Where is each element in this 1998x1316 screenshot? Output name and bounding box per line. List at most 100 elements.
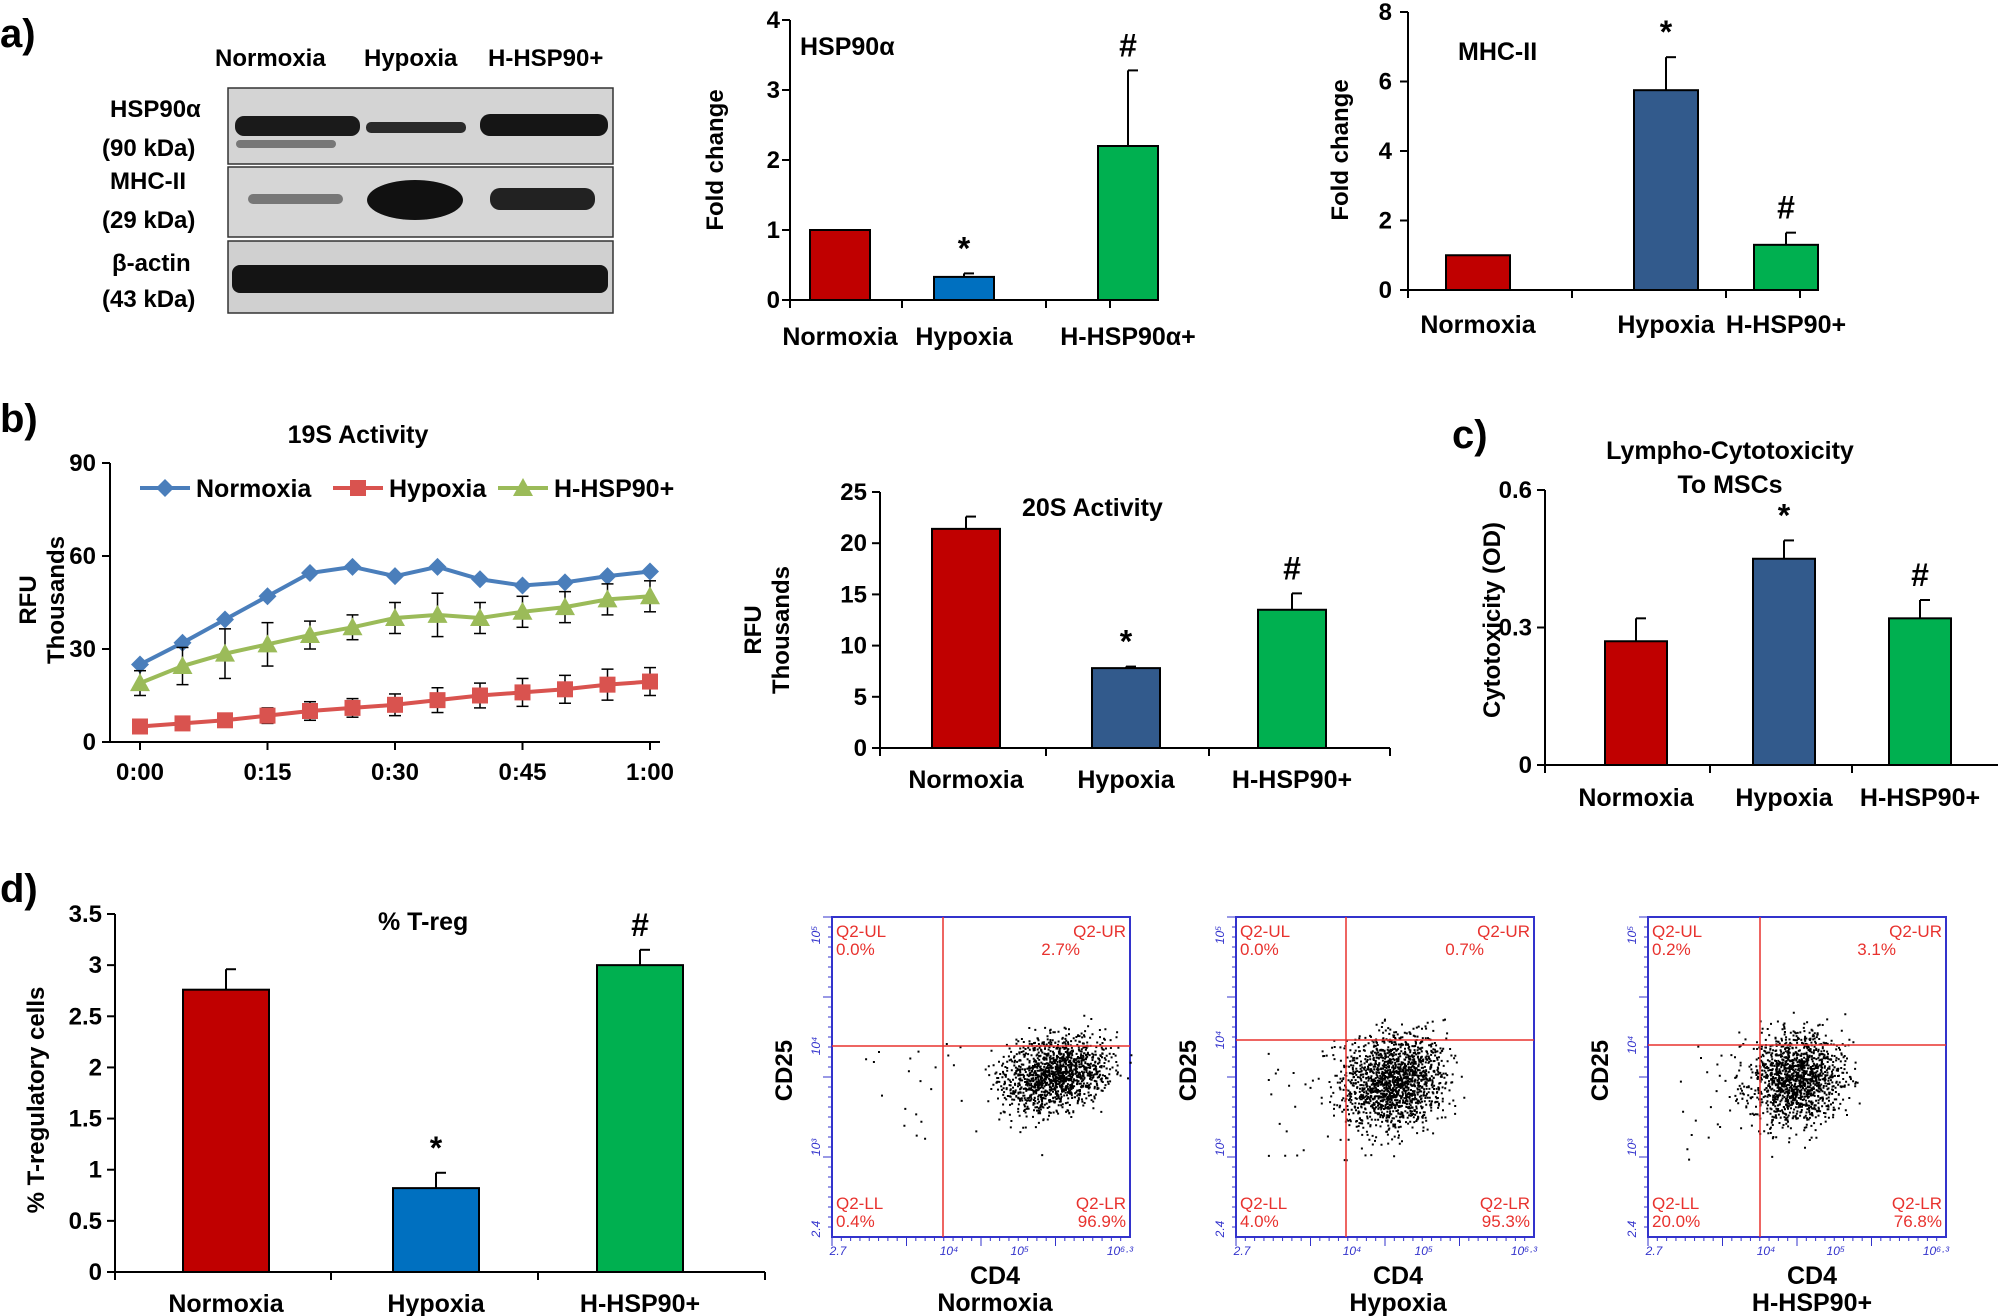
blot-band: [367, 180, 463, 220]
data-point: [174, 715, 191, 732]
chart-20s-activity: 0 5 10 15 20 25 Normoxia * Hypoxia # H-HSP90+ 20S A…: [740, 479, 1391, 794]
y-tick-label: 2.5: [69, 1003, 102, 1030]
y-axis-label: RFU: [740, 605, 767, 654]
category-label: H-HSP90α+: [1060, 323, 1196, 351]
y-tick-label: 0.5: [69, 1208, 102, 1235]
panel-label-c: c): [1452, 413, 1488, 457]
data-point: [300, 625, 320, 644]
y-tick-label: 10⁵: [809, 926, 823, 944]
event-dots: [865, 1014, 1133, 1157]
y-tick-label: 2: [89, 1054, 102, 1081]
quadrant-value: 96.9%: [1078, 1212, 1126, 1231]
y-tick-label: 10⁵: [1625, 926, 1639, 944]
y-tick-label: 2.4: [1625, 1220, 1639, 1238]
category-label: Normoxia: [1578, 784, 1694, 812]
data-point: [555, 597, 575, 616]
chart-t-reg: 0 0.5 1 1.5 2 2.5 3 3.5 Normoxia * Hypoxia # H-HSP90…: [23, 901, 766, 1316]
significance-marker: *: [1660, 14, 1673, 50]
y-tick-label: 10⁴: [1213, 1031, 1227, 1050]
y-axis-label: CD25: [771, 1040, 798, 1101]
x-tick-label: 2.7: [1233, 1244, 1252, 1258]
blot-band: [248, 194, 343, 204]
condition-label: H-HSP90+: [1752, 1289, 1872, 1316]
bar: [1752, 557, 1816, 766]
quadrant-value: 0.4%: [836, 1212, 875, 1231]
panel-label-a: a): [0, 12, 36, 56]
data-point: [514, 684, 531, 701]
significance-marker: *: [1778, 497, 1791, 533]
data-point: [471, 570, 489, 589]
category-label: Hypoxia: [387, 1290, 485, 1316]
y-tick-label: 25: [840, 479, 867, 506]
category-label: Normoxia: [908, 766, 1024, 794]
quadrant-value: 4.0%: [1240, 1212, 1279, 1231]
x-tick-label: 10⁶·³: [1923, 1244, 1950, 1258]
significance-marker: *: [958, 230, 971, 266]
y-tick-label: 0: [83, 729, 96, 756]
data-point: [156, 479, 174, 497]
data-point: [556, 573, 574, 592]
y-tick-label: 2.4: [809, 1220, 823, 1238]
bar: [1257, 608, 1327, 750]
y-tick-label: 10³: [1213, 1138, 1227, 1156]
event-dots: [1679, 1011, 1861, 1161]
data-point: [642, 673, 658, 690]
blot-row-name: MHC-II: [110, 168, 186, 195]
category-label: Normoxia: [168, 1290, 284, 1316]
blot-lane-label: H-HSP90+: [488, 45, 603, 72]
y-tick-label: 0: [854, 735, 867, 762]
data-point: [130, 673, 150, 692]
quadrant-value: 3.1%: [1857, 940, 1896, 959]
bar: [1091, 667, 1161, 749]
blot-row-size: (90 kDa): [102, 135, 195, 162]
data-point: [470, 608, 490, 626]
data-point: [217, 712, 233, 729]
quadrant-value: 2.7%: [1041, 940, 1080, 959]
quadrant-value: 95.3%: [1482, 1212, 1530, 1231]
significance-marker: #: [1283, 550, 1301, 586]
data-point: [598, 567, 617, 586]
quadrant-value: 0.0%: [1240, 940, 1279, 959]
legend-label: H-HSP90+: [554, 475, 674, 503]
y-tick-label: 4: [767, 7, 781, 34]
bar: [1445, 254, 1511, 291]
quadrant-value: 20.0%: [1652, 1212, 1700, 1231]
x-tick-label: 0:30: [371, 759, 419, 786]
data-point: [472, 687, 488, 704]
category-label: Normoxia: [1420, 311, 1536, 339]
y-tick-label: 20: [840, 530, 867, 557]
x-tick-label: 0:45: [498, 759, 546, 786]
x-tick-label: 10⁴: [940, 1244, 959, 1258]
quadrant-name: Q2-UR: [1889, 922, 1942, 941]
y-tick-label: 1.5: [69, 1106, 102, 1133]
significance-marker: #: [1911, 557, 1929, 593]
y-tick-label: 30: [69, 636, 96, 663]
y-axis-label: CD25: [1175, 1040, 1202, 1101]
chart-title: 20S Activity: [1022, 494, 1163, 522]
legend-label: Hypoxia: [389, 475, 487, 503]
bar: [809, 229, 871, 301]
x-tick-label: 10⁴: [1757, 1244, 1776, 1258]
data-point: [257, 634, 278, 653]
significance-marker: #: [1777, 190, 1795, 226]
bar: [1888, 617, 1952, 766]
y-tick-label: 8: [1379, 0, 1392, 26]
y-tick-label: 2: [1379, 208, 1392, 235]
y-tick-label: 6: [1379, 69, 1392, 96]
data-point: [597, 589, 618, 608]
chart-lympho-cytotoxicity: 0 0.3 0.6 Normoxia * Hypoxia # H-HSP90+ Lympho-C…: [1479, 437, 1998, 812]
blot-lane-label: Normoxia: [215, 45, 326, 72]
data-point: [386, 567, 404, 586]
quadrant-name: Q2-UR: [1073, 922, 1126, 941]
flow-plot-hypoxia: 2.7 10⁴ 10⁵ 10⁶·³ 2.4 10³ 10⁴ 10⁵ Q2-UL0.0% Q2-UR…: [1175, 916, 1538, 1316]
y-tick-label: 2.4: [1213, 1220, 1227, 1238]
condition-label: Normoxia: [937, 1289, 1053, 1316]
y-tick-label: 10⁵: [1213, 926, 1227, 944]
y-tick-label: 90: [69, 450, 96, 477]
y-tick-label: 15: [840, 581, 867, 608]
chart-mhc2: 0 2 4 6 8 Normoxia * Hypoxia # H-HSP90+ MHC-II Fold…: [1327, 0, 1846, 339]
y-axis-label: Thousands: [768, 566, 795, 694]
blot-band: [490, 188, 595, 210]
blot-band: [232, 265, 608, 293]
